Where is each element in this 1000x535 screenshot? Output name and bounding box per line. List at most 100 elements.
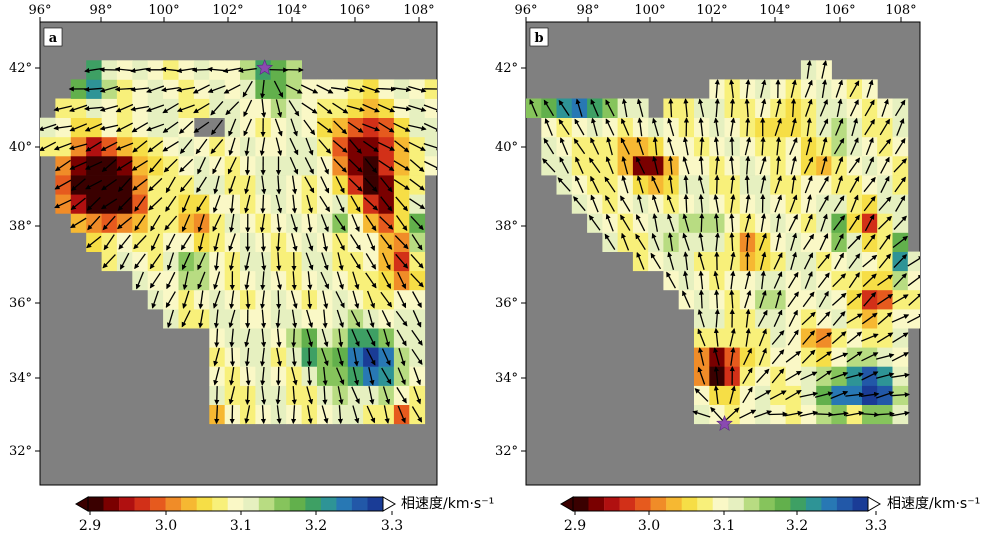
propagation-arrow — [368, 386, 375, 405]
propagation-arrow — [834, 233, 844, 251]
propagation-arrow — [275, 309, 281, 329]
propagation-arrow — [353, 347, 359, 367]
propagation-arrow — [759, 156, 767, 175]
colorbar-swatch — [712, 497, 729, 511]
propagation-arrow — [878, 253, 892, 269]
propagation-arrow — [181, 195, 191, 213]
colorbar-swatch — [243, 497, 260, 511]
propagation-arrow — [118, 234, 131, 250]
colorbar-swatch — [134, 497, 151, 511]
propagation-arrow — [744, 98, 750, 118]
colorbar-swatch — [774, 497, 791, 511]
colorbar-swatch — [790, 497, 807, 511]
propagation-arrow — [243, 99, 253, 117]
propagation-arrow — [730, 174, 736, 194]
propagation-arrow — [787, 291, 799, 308]
propagation-arrow — [821, 79, 828, 99]
propagation-arrow — [543, 99, 555, 117]
propagation-arrow — [729, 98, 736, 118]
propagation-arrow — [790, 98, 797, 118]
propagation-arrow — [333, 120, 348, 135]
propagation-arrow — [651, 194, 660, 213]
propagation-arrow — [397, 271, 407, 290]
propagation-arrow — [410, 253, 424, 269]
propagation-arrow — [816, 370, 832, 382]
propagation-arrow — [878, 196, 892, 211]
propagation-arrow — [698, 98, 705, 118]
propagation-arrow — [364, 177, 378, 192]
propagation-arrow — [876, 372, 895, 379]
propagation-arrow — [307, 271, 313, 291]
colorbar-tick-label: 3.2 — [786, 518, 808, 534]
propagation-arrow — [713, 117, 719, 137]
propagation-arrow — [413, 367, 421, 386]
propagation-arrow — [87, 215, 101, 231]
propagation-arrow — [260, 194, 266, 214]
propagation-arrow — [850, 137, 859, 155]
propagation-arrow — [730, 347, 736, 366]
propagation-arrow — [877, 312, 893, 325]
propagation-arrow — [833, 215, 846, 231]
propagation-arrow — [245, 290, 251, 310]
propagation-arrow — [590, 137, 600, 155]
propagation-arrow — [729, 289, 735, 309]
propagation-arrow — [54, 199, 72, 209]
propagation-arrow — [879, 233, 891, 250]
station-star-icon — [716, 414, 733, 431]
propagation-arrow — [574, 118, 585, 136]
colorbar-swatch — [165, 497, 182, 511]
propagation-arrow — [682, 136, 689, 156]
propagation-arrow — [713, 194, 720, 213]
propagation-arrow — [575, 98, 583, 117]
propagation-arrow — [805, 136, 813, 156]
propagation-arrow — [773, 271, 783, 289]
colorbar-tick-label: 3.0 — [155, 518, 177, 534]
propagation-arrow — [698, 155, 704, 175]
propagation-arrow — [666, 194, 675, 213]
propagation-arrow — [244, 405, 251, 424]
propagation-arrow — [321, 328, 329, 348]
panel-b: 96° 98° 100° 102° 104° 106° 108° 42° 40° 38° 36° 34… — [495, 3, 921, 486]
propagation-arrow — [166, 233, 176, 251]
propagation-arrow — [788, 214, 798, 232]
propagation-arrow — [836, 98, 843, 118]
lon-tick-label: 108° — [885, 3, 916, 18]
lat-tick-label: 36° — [9, 296, 32, 311]
propagation-arrow — [605, 99, 615, 117]
propagation-arrow — [321, 405, 329, 424]
propagation-arrow — [244, 137, 250, 157]
propagation-arrow — [760, 98, 767, 118]
propagation-arrow — [162, 121, 179, 133]
propagation-arrow — [756, 368, 770, 384]
propagation-arrow — [729, 79, 735, 98]
propagation-arrow — [213, 309, 220, 329]
propagation-arrow — [787, 329, 799, 346]
propagation-arrow — [666, 271, 676, 289]
propagation-arrow — [350, 195, 361, 213]
lat-tick-label: 42° — [9, 61, 32, 76]
propagation-arrow — [768, 411, 788, 417]
propagation-arrow — [397, 367, 406, 386]
propagation-arrow — [773, 309, 783, 327]
propagation-arrow — [289, 156, 299, 175]
propagation-arrow — [291, 347, 297, 367]
colorbar-max-triangle — [382, 496, 396, 512]
propagation-arrow — [276, 252, 282, 271]
propagation-arrow — [102, 254, 116, 269]
colorbar-swatch — [88, 497, 104, 511]
propagation-arrow — [621, 155, 629, 175]
propagation-arrow — [815, 332, 833, 344]
propagation-arrow — [381, 367, 392, 385]
propagation-arrow — [814, 391, 834, 398]
propagation-arrow — [729, 136, 735, 156]
propagation-arrow — [377, 103, 396, 113]
propagation-arrow — [588, 214, 601, 231]
propagation-arrow — [409, 178, 425, 191]
propagation-arrow — [245, 366, 251, 386]
propagation-arrow — [40, 141, 56, 152]
propagation-arrow — [894, 176, 906, 193]
propagation-arrow — [305, 137, 314, 156]
propagation-arrow — [682, 290, 691, 308]
propagation-arrow — [790, 117, 797, 137]
propagation-arrow — [227, 157, 237, 175]
